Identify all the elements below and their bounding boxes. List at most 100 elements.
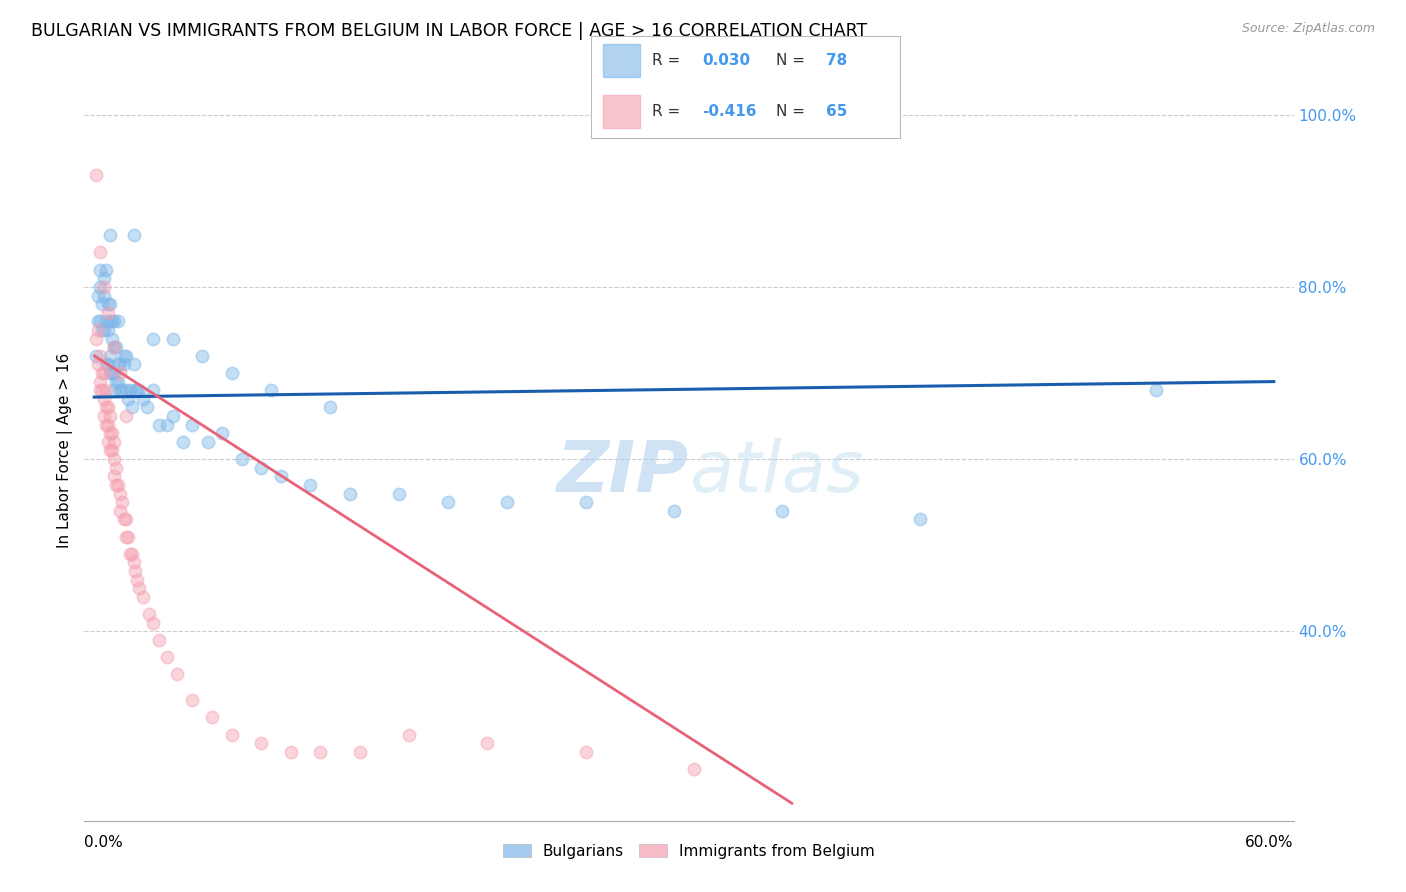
Point bbox=[98, 426, 121, 441]
Point bbox=[280, 745, 302, 759]
Point bbox=[770, 504, 793, 518]
Point bbox=[148, 417, 170, 432]
Point bbox=[97, 417, 120, 432]
Point bbox=[91, 366, 114, 380]
Point bbox=[1144, 383, 1167, 397]
Point bbox=[107, 314, 129, 328]
Point bbox=[89, 280, 111, 294]
Point bbox=[84, 349, 107, 363]
Point bbox=[221, 727, 243, 741]
Point bbox=[260, 383, 283, 397]
Text: 0.0%: 0.0% bbox=[84, 836, 124, 850]
Point bbox=[117, 530, 139, 544]
Point bbox=[87, 314, 110, 328]
Point bbox=[101, 426, 124, 441]
Text: Source: ZipAtlas.com: Source: ZipAtlas.com bbox=[1241, 22, 1375, 36]
Point bbox=[91, 297, 114, 311]
Point bbox=[89, 314, 111, 328]
Point bbox=[108, 357, 131, 371]
Point bbox=[108, 383, 131, 397]
Point bbox=[107, 375, 129, 389]
Point bbox=[121, 401, 143, 415]
Point bbox=[114, 530, 136, 544]
Point bbox=[908, 512, 931, 526]
Point bbox=[231, 452, 253, 467]
Point bbox=[162, 409, 184, 423]
Text: 60.0%: 60.0% bbox=[1246, 836, 1294, 850]
Point bbox=[181, 693, 204, 707]
Point bbox=[103, 314, 125, 328]
Point bbox=[103, 469, 125, 483]
Point bbox=[93, 288, 115, 302]
Point bbox=[388, 486, 411, 500]
Point bbox=[112, 512, 135, 526]
Point bbox=[94, 383, 117, 397]
Point bbox=[118, 547, 141, 561]
Point bbox=[114, 409, 136, 423]
Point bbox=[103, 366, 125, 380]
Point bbox=[103, 340, 125, 354]
Point bbox=[101, 443, 124, 458]
Point bbox=[89, 262, 111, 277]
Point bbox=[309, 745, 332, 759]
Point bbox=[104, 460, 127, 475]
Point bbox=[89, 245, 111, 260]
Point bbox=[98, 409, 121, 423]
Point bbox=[94, 357, 117, 371]
Point bbox=[156, 650, 179, 665]
Text: 0.030: 0.030 bbox=[702, 53, 749, 68]
Point bbox=[114, 349, 136, 363]
Point bbox=[97, 357, 120, 371]
Point bbox=[221, 366, 243, 380]
Point bbox=[93, 323, 115, 337]
Point bbox=[87, 357, 110, 371]
Point bbox=[142, 332, 165, 346]
Point bbox=[93, 366, 115, 380]
Point bbox=[98, 228, 121, 243]
Point bbox=[339, 486, 361, 500]
Bar bbox=[603, 44, 640, 77]
Point bbox=[108, 486, 131, 500]
Point bbox=[128, 383, 150, 397]
Point bbox=[103, 383, 125, 397]
Point bbox=[211, 426, 233, 441]
Point bbox=[89, 375, 111, 389]
Point bbox=[250, 460, 273, 475]
Point bbox=[136, 401, 159, 415]
Text: BULGARIAN VS IMMIGRANTS FROM BELGIUM IN LABOR FORCE | AGE > 16 CORRELATION CHART: BULGARIAN VS IMMIGRANTS FROM BELGIUM IN … bbox=[31, 22, 868, 40]
Text: atlas: atlas bbox=[689, 438, 863, 508]
Point bbox=[299, 478, 322, 492]
Point bbox=[496, 495, 519, 509]
Point bbox=[101, 332, 124, 346]
Point bbox=[112, 349, 135, 363]
Point bbox=[270, 469, 292, 483]
Point bbox=[101, 314, 124, 328]
Text: N =: N = bbox=[776, 104, 810, 120]
Point bbox=[142, 383, 165, 397]
Point bbox=[87, 323, 110, 337]
Point bbox=[349, 745, 371, 759]
Point bbox=[93, 409, 115, 423]
Point bbox=[127, 573, 149, 587]
Point bbox=[111, 495, 134, 509]
Point bbox=[97, 401, 120, 415]
Text: 78: 78 bbox=[825, 53, 846, 68]
Point bbox=[98, 349, 121, 363]
Point bbox=[124, 564, 146, 578]
Point bbox=[148, 632, 170, 647]
Point bbox=[682, 762, 704, 776]
Point bbox=[98, 314, 121, 328]
Point bbox=[93, 392, 115, 406]
Point bbox=[398, 727, 420, 741]
Point bbox=[103, 434, 125, 449]
Legend: Bulgarians, Immigrants from Belgium: Bulgarians, Immigrants from Belgium bbox=[498, 838, 880, 865]
Point bbox=[132, 392, 155, 406]
Point bbox=[94, 314, 117, 328]
Bar bbox=[603, 95, 640, 128]
Text: -0.416: -0.416 bbox=[702, 104, 756, 120]
Point bbox=[98, 366, 121, 380]
Point bbox=[437, 495, 460, 509]
Point bbox=[97, 323, 120, 337]
Point bbox=[104, 340, 127, 354]
Text: R =: R = bbox=[652, 53, 686, 68]
